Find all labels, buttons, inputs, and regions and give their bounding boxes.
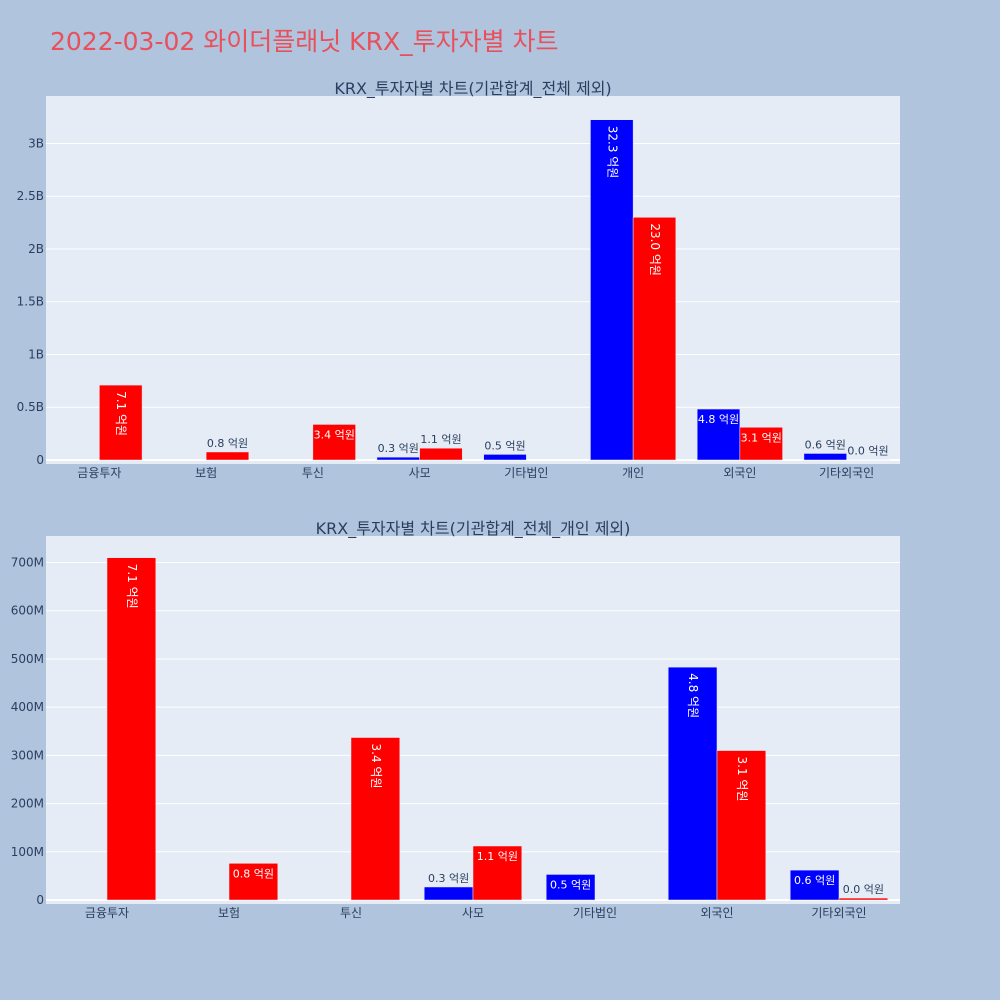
- y-tick-label: 2B: [28, 242, 44, 256]
- bar-data-label: 7.1 억원: [114, 391, 128, 436]
- x-tick-label: 보험: [218, 906, 240, 920]
- bar-sell: [312, 424, 356, 461]
- bar-buy: [423, 886, 474, 901]
- bar-sell: [228, 863, 279, 901]
- bar-data-label: 0.0 억원: [843, 883, 884, 896]
- bar-data-label: 0.5 억원: [550, 878, 591, 891]
- y-tick-label: 100M: [11, 845, 44, 859]
- x-tick-label: 기타법인: [573, 906, 617, 920]
- bar-sell: [838, 897, 889, 901]
- bar-data-label: 0.0 억원: [847, 445, 888, 458]
- bar-sell: [739, 427, 783, 461]
- bar-buy: [667, 666, 718, 901]
- bar-buy: [545, 874, 596, 901]
- bar-buy: [696, 408, 741, 461]
- chart-title-top: KRX_투자자별 차트(기관합계_전체 제외): [334, 79, 611, 99]
- bar-data-label: 1.1 억원: [420, 433, 461, 446]
- y-tick-label: 400M: [11, 700, 44, 714]
- bar-data-label: 0.3 억원: [428, 872, 469, 885]
- bar-data-label: 1.1 억원: [477, 850, 518, 863]
- x-ticks-bottom: 금융투자 보험 투신 사모 기타법인 외국인 기타외국인: [85, 906, 867, 920]
- bar-data-label: 0.6 억원: [794, 874, 835, 887]
- bar-sell: [350, 737, 401, 901]
- x-tick-label: 개인: [622, 466, 644, 480]
- plot-area-top: [46, 96, 900, 464]
- y-tick-label: 500M: [11, 652, 44, 666]
- bar-data-label: 4.8 억원: [698, 413, 739, 426]
- bar-buy: [483, 454, 527, 461]
- bar-data-label: 3.4 억원: [314, 428, 355, 441]
- y-tick-label: 700M: [11, 556, 44, 570]
- y-tick-label: 0: [36, 893, 44, 907]
- y-tick-label: 1B: [28, 347, 44, 361]
- x-tick-label: 외국인: [700, 906, 733, 920]
- bar-sell: [472, 845, 523, 901]
- page-title: 2022-03-02 와이더플래닛 KRX_투자자별 차트: [50, 27, 559, 56]
- bar-sell: [106, 557, 157, 901]
- bar-buy: [803, 453, 847, 461]
- x-tick-label: 외국인: [723, 466, 756, 480]
- bar-data-label: 0.8 억원: [207, 437, 248, 450]
- bar-sell: [632, 217, 677, 461]
- bars-top: [99, 119, 890, 461]
- bar-buy: [789, 869, 840, 901]
- x-tick-label: 투신: [302, 466, 324, 480]
- x-tick-label: 사모: [462, 906, 484, 920]
- bar-sell: [205, 451, 250, 461]
- bar-data-label: 4.8 억원: [686, 673, 700, 718]
- y-tick-label: 1.5B: [17, 295, 44, 309]
- x-tick-label: 금융투자: [85, 906, 129, 920]
- bar-data-label: 7.1 억원: [125, 564, 139, 609]
- bar-data-label: 3.1 억원: [741, 431, 782, 444]
- y-tick-label: 2.5B: [17, 189, 44, 203]
- bar-data-label: 0.5 억원: [484, 439, 525, 452]
- x-tick-label: 사모: [409, 466, 431, 480]
- y-tick-label: 200M: [11, 797, 44, 811]
- bar-data-label: 3.4 억원: [369, 744, 383, 789]
- bar-sell: [99, 384, 143, 461]
- bar-buy: [376, 456, 420, 461]
- bar-data-label: 3.1 억원: [735, 757, 749, 802]
- bar-data-label: 32.3 억원: [605, 126, 619, 179]
- x-ticks-top: 금융투자 보험 투신 사모 기타법인 개인 외국인 기타외국인: [77, 466, 874, 480]
- x-tick-label: 금융투자: [77, 466, 121, 480]
- y-tick-label: 600M: [11, 604, 44, 618]
- y-tick-label: 0: [36, 453, 44, 467]
- chart-bottom: KRX_투자자별 차트(기관합계_전체_개인 제외) 0 100M 200M 300M…: [11, 519, 900, 920]
- bar-data-label: 0.3 억원: [378, 442, 419, 455]
- bar-sell: [716, 750, 767, 901]
- x-tick-label: 투신: [340, 906, 362, 920]
- y-tick-label: 3B: [28, 136, 44, 150]
- bar-data-label: 0.6 억원: [805, 438, 846, 451]
- bar-labels-bottom: 0.3 억원 0.5 억원 4.8 억원 0.6 억원 7.1 억원 0.8 억원 3.4 …: [125, 564, 884, 896]
- y-ticks-top: 0 0.5B 1B 1.5B 2B 2.5B 3B: [17, 136, 44, 467]
- x-tick-label: 기타외국인: [819, 466, 874, 480]
- bar-buy: [590, 119, 634, 461]
- x-tick-label: 보험: [195, 466, 217, 480]
- bars-bottom: [106, 557, 889, 901]
- x-tick-label: 기타외국인: [811, 906, 866, 920]
- y-tick-label: 300M: [11, 748, 44, 762]
- y-tick-label: 0.5B: [17, 400, 44, 414]
- chart-title-bottom: KRX_투자자별 차트(기관합계_전체_개인 제외): [316, 519, 631, 539]
- bar-labels-top: 0.3 억원 0.5 억원 32.3 억원 4.8 억원 0.6 억원 7.1 억원 0.8…: [114, 126, 888, 458]
- chart-top: KRX_투자자별 차트(기관합계_전체 제외) 0 0.5B 1B 1.5B 2B 2.5…: [17, 79, 900, 480]
- bar-sell: [419, 447, 463, 461]
- bar-data-label: 23.0 억원: [648, 223, 662, 276]
- bar-data-label: 0.8 억원: [233, 867, 274, 880]
- y-ticks-bottom: 0 100M 200M 300M 400M 500M 600M 700M: [11, 556, 44, 907]
- x-tick-label: 기타법인: [504, 466, 548, 480]
